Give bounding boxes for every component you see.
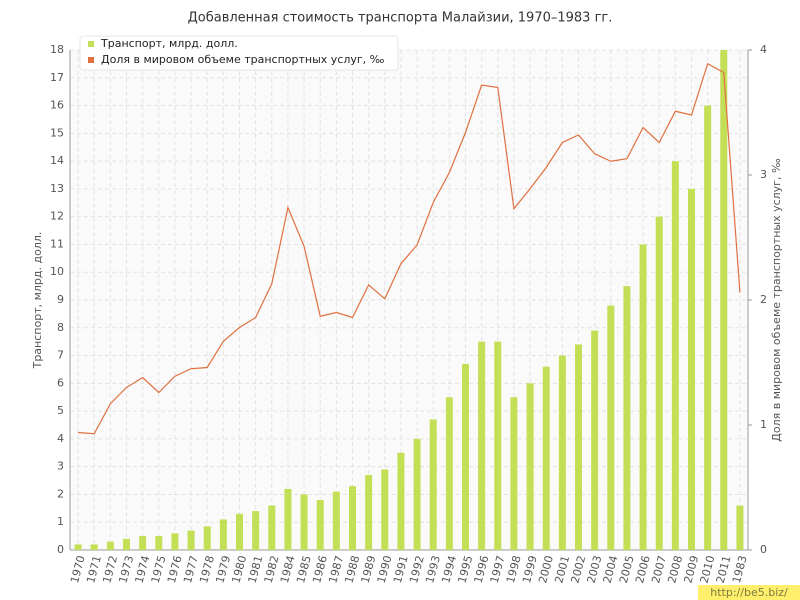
- y-tick-label: 8: [57, 321, 64, 334]
- bar: [252, 511, 260, 550]
- legend-swatch: [88, 57, 94, 63]
- bar: [558, 355, 566, 550]
- y-tick-label: 10: [50, 265, 64, 278]
- y-tick-label: 12: [50, 210, 64, 223]
- bar: [106, 541, 114, 550]
- y-tick-label: 6: [57, 376, 64, 389]
- bar: [236, 513, 243, 550]
- bar: [413, 438, 421, 550]
- bar: [203, 526, 211, 550]
- y2-tick-label: 3: [760, 168, 767, 181]
- y2-tick-label: 1: [760, 418, 767, 431]
- bar: [704, 105, 712, 551]
- watermark: http://be5.biz/: [710, 586, 788, 599]
- bar: [445, 397, 453, 550]
- line-series: [78, 62, 741, 435]
- bar: [187, 530, 195, 550]
- bar: [316, 500, 324, 550]
- y2-tick-label: 4: [760, 43, 767, 56]
- bar: [639, 244, 647, 550]
- y-axis-label: Транспорт, млрд. долл.: [31, 232, 44, 370]
- bar: [284, 488, 292, 550]
- bar: [736, 505, 744, 550]
- watermark-bg: [698, 585, 800, 600]
- bar: [123, 538, 130, 550]
- bar: [478, 341, 486, 550]
- bar: [526, 383, 534, 550]
- bar: [171, 533, 179, 550]
- bar: [575, 344, 582, 550]
- legend-label: Доля в мировом объеме транспортных услуг…: [101, 53, 385, 66]
- bar: [607, 305, 615, 550]
- bar: [462, 363, 469, 550]
- bar: [155, 536, 163, 550]
- bar: [591, 330, 599, 550]
- bar: [74, 544, 82, 550]
- bar: [381, 469, 389, 550]
- bar: [219, 519, 227, 550]
- bar: [510, 397, 518, 550]
- y-tick-label: 17: [50, 71, 64, 84]
- bar: [332, 491, 340, 550]
- y-tick-label: 15: [50, 126, 64, 139]
- y-tick-label: 0: [57, 543, 64, 556]
- bar: [397, 452, 405, 550]
- bar: [623, 286, 631, 550]
- y-tick-label: 2: [57, 487, 64, 500]
- y2-tick-label: 0: [760, 543, 767, 556]
- y-tick-label: 3: [57, 460, 64, 473]
- chart-title: Добавленная стоимость транспорта Малайзи…: [188, 11, 613, 26]
- y-tick-label: 11: [50, 237, 64, 250]
- y-tick-label: 5: [57, 404, 64, 417]
- legend-label: Транспорт, млрд. долл.: [100, 37, 238, 50]
- bar: [720, 50, 728, 550]
- legend-swatch: [88, 41, 94, 47]
- y-tick-label: 9: [57, 293, 64, 306]
- bar: [365, 475, 373, 550]
- legend-box: [79, 35, 399, 71]
- bar: [494, 341, 502, 550]
- bar: [542, 366, 550, 550]
- y-tick-label: 18: [50, 43, 64, 56]
- legend: Транспорт, млрд. долл. Доля в мировом объ…: [79, 35, 399, 71]
- bar: [139, 536, 147, 550]
- bar: [655, 216, 663, 550]
- bar: [349, 486, 356, 550]
- bar: [688, 188, 695, 550]
- y-tick-label: 4: [57, 432, 64, 445]
- y2-axis-label: Доля в мировом объеме транспортных услуг…: [770, 158, 783, 442]
- bar: [268, 505, 276, 550]
- bar: [90, 544, 98, 550]
- y-tick-label: 14: [50, 154, 64, 167]
- y-tick-label: 1: [57, 515, 64, 528]
- y2-tick-label: 2: [760, 293, 767, 306]
- y-tick-label: 7: [57, 349, 64, 362]
- y-tick-label: 16: [50, 99, 64, 112]
- bar: [671, 161, 679, 550]
- bar: [300, 494, 308, 550]
- bar: [429, 419, 437, 550]
- y-tick-label: 13: [50, 182, 64, 195]
